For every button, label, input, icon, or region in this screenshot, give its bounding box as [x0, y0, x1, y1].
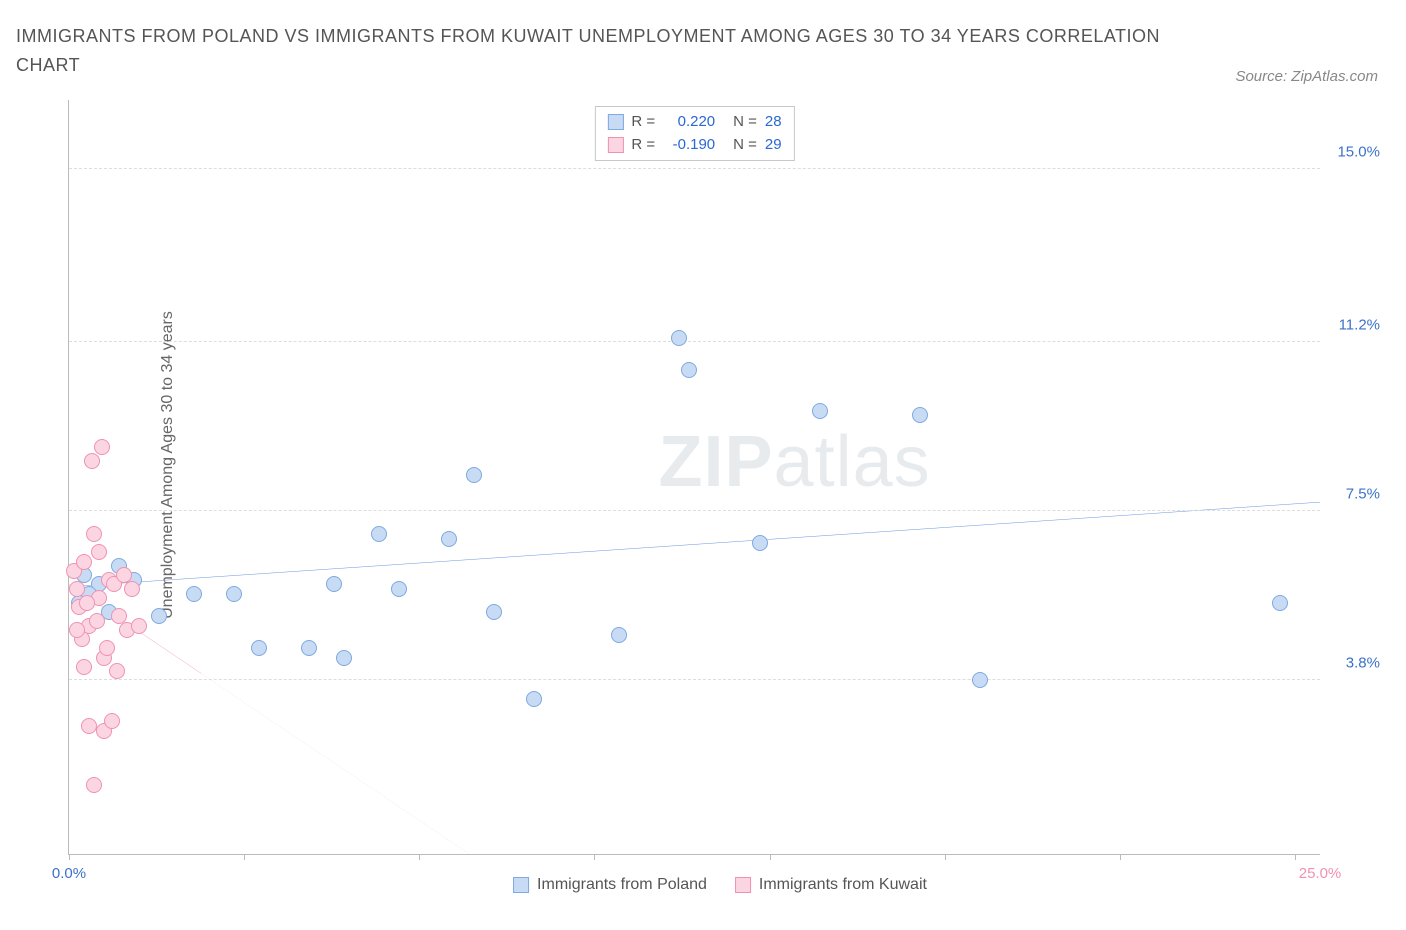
y-tick-label: 3.8% [1346, 655, 1380, 672]
legend-swatch [607, 114, 623, 130]
chart-area: ZIPatlas R =0.220N =28R =-0.190N =29 15.… [50, 100, 1390, 900]
source-attribution: Source: ZipAtlas.com [1235, 68, 1378, 85]
scatter-point [681, 362, 697, 378]
x-tick [945, 854, 946, 860]
plot-region: ZIPatlas R =0.220N =28R =-0.190N =29 15.… [68, 100, 1320, 855]
scatter-point [336, 650, 352, 666]
y-tick-label: 7.5% [1346, 486, 1380, 503]
gridline [69, 679, 1320, 680]
scatter-point [104, 713, 120, 729]
trend-line [69, 502, 1320, 587]
scatter-point [79, 595, 95, 611]
scatter-point [226, 586, 242, 602]
y-tick-label: 15.0% [1337, 143, 1380, 160]
scatter-point [752, 535, 768, 551]
scatter-point [124, 581, 140, 597]
y-tick-label: 11.2% [1339, 317, 1380, 334]
scatter-point [251, 640, 267, 656]
scatter-point [912, 407, 928, 423]
scatter-point [611, 627, 627, 643]
legend-swatch [607, 137, 623, 153]
gridline [69, 341, 1320, 342]
x-tick [419, 854, 420, 860]
scatter-point [131, 618, 147, 634]
x-tick [244, 854, 245, 860]
gridline [69, 168, 1320, 169]
stats-legend: R =0.220N =28R =-0.190N =29 [594, 106, 794, 161]
legend-swatch [735, 877, 751, 893]
scatter-point [76, 554, 92, 570]
scatter-point [1272, 595, 1288, 611]
scatter-point [972, 672, 988, 688]
trend-lines [69, 100, 1320, 854]
scatter-point [391, 581, 407, 597]
gridline [69, 510, 1320, 511]
scatter-point [486, 604, 502, 620]
scatter-point [812, 403, 828, 419]
scatter-point [301, 640, 317, 656]
chart-title: IMMIGRANTS FROM POLAND VS IMMIGRANTS FRO… [16, 22, 1206, 80]
scatter-point [466, 467, 482, 483]
stats-legend-row: R =0.220N =28 [607, 111, 781, 134]
scatter-point [91, 544, 107, 560]
scatter-point [186, 586, 202, 602]
scatter-point [671, 330, 687, 346]
scatter-point [69, 622, 85, 638]
scatter-point [99, 640, 115, 656]
legend-swatch [513, 877, 529, 893]
scatter-point [81, 718, 97, 734]
scatter-point [94, 439, 110, 455]
stats-legend-row: R =-0.190N =29 [607, 134, 781, 157]
watermark: ZIPatlas [659, 421, 931, 503]
scatter-point [116, 567, 132, 583]
scatter-point [84, 453, 100, 469]
x-tick-label: 25.0% [1299, 865, 1342, 882]
x-tick [1295, 854, 1296, 860]
legend-label: Immigrants from Kuwait [759, 876, 927, 894]
scatter-point [109, 663, 125, 679]
scatter-point [89, 613, 105, 629]
scatter-point [151, 608, 167, 624]
scatter-point [86, 777, 102, 793]
scatter-point [76, 659, 92, 675]
series-legend: Immigrants from Poland Immigrants from Ku… [513, 876, 927, 894]
scatter-point [441, 531, 457, 547]
legend-item: Immigrants from Kuwait [735, 876, 927, 894]
x-tick [770, 854, 771, 860]
x-tick [1120, 854, 1121, 860]
x-tick-label: 0.0% [52, 865, 86, 882]
x-tick [69, 854, 70, 860]
x-tick [594, 854, 595, 860]
scatter-point [371, 526, 387, 542]
legend-item: Immigrants from Poland [513, 876, 707, 894]
scatter-point [326, 576, 342, 592]
scatter-point [86, 526, 102, 542]
scatter-point [526, 691, 542, 707]
legend-label: Immigrants from Poland [537, 876, 707, 894]
